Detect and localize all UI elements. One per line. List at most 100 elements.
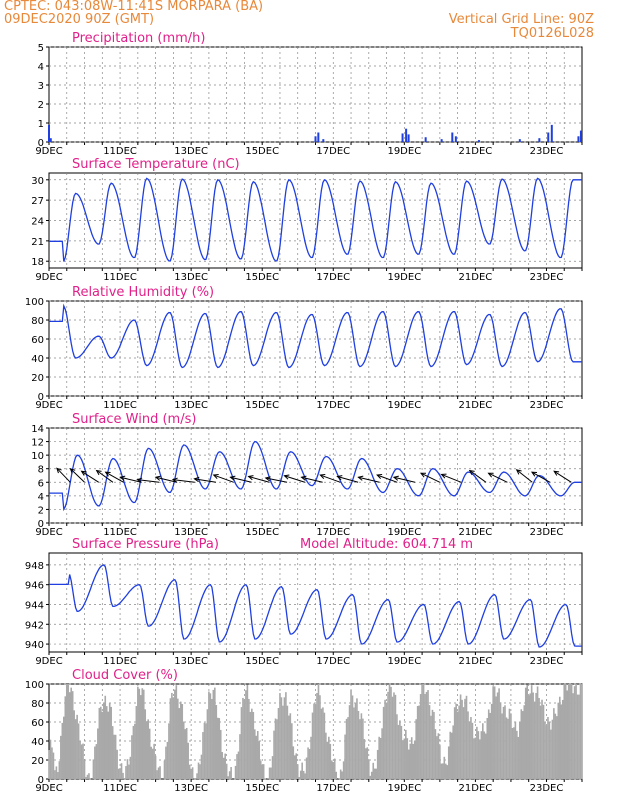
wind-arrow — [56, 467, 71, 483]
cloud-bar — [295, 753, 298, 779]
wind-arrow — [120, 476, 142, 483]
wind-arrow — [320, 474, 341, 483]
cloud-bar — [199, 764, 201, 779]
cloud-bar — [575, 684, 577, 779]
x-tick-label: 19DEC — [387, 656, 421, 667]
panel-annotation: Model Altitude: 604.714 m — [300, 537, 473, 552]
cloud-bar — [181, 703, 184, 779]
cloud-bar — [138, 688, 141, 779]
cloud-bar — [200, 754, 203, 779]
x-tick-label: 21DEC — [459, 783, 493, 794]
cloud-bar — [67, 684, 70, 779]
x-tick-label: 13DEC — [174, 400, 208, 411]
cloud-bar — [171, 692, 173, 779]
cloud-bar — [307, 747, 309, 779]
cloud-bar — [436, 736, 438, 779]
cloud-bar — [400, 725, 403, 779]
y-tick-label: 6 — [38, 478, 44, 489]
cloud-bar — [292, 746, 295, 779]
series-line — [49, 177, 582, 262]
wind-arrow — [531, 471, 551, 483]
cloud-bar — [255, 735, 258, 779]
cloud-bar — [276, 719, 278, 779]
cloud-bar — [141, 688, 144, 779]
cloud-bar — [378, 736, 380, 779]
cloud-bar — [368, 759, 370, 779]
y-tick-label: 14 — [31, 424, 44, 435]
wind-arrow-head — [104, 471, 111, 477]
cloud-bar — [108, 703, 111, 779]
cloud-bar — [360, 713, 363, 779]
wind-arrow-head — [419, 472, 427, 478]
cloud-bar — [446, 765, 449, 779]
y-tick-label: 20 — [31, 756, 44, 767]
cloud-bar — [92, 759, 95, 779]
panel-3: 0 20 40 60 80 100 9DEC 11DEC 13DEC 15DEC 17DEC 19DE… — [25, 285, 583, 411]
x-tick-label: 13DEC — [174, 272, 208, 283]
cloud-bar — [413, 740, 416, 779]
y-tick-label: 40 — [31, 737, 44, 748]
cloud-bar — [94, 746, 96, 779]
cloud-bar — [440, 763, 443, 779]
cloud-bar — [261, 764, 263, 779]
cloud-bar — [225, 763, 228, 779]
cloud-bar — [450, 732, 453, 779]
cloud-bar — [370, 771, 373, 779]
cloud-bar — [274, 718, 277, 779]
cloud-bar — [319, 695, 321, 779]
cloud-bar — [191, 767, 194, 779]
x-tick-label: 23DEC — [530, 527, 564, 538]
cloud-bar — [553, 708, 555, 779]
panel-6: 0 20 40 60 80 100 9DEC 11DEC 13DEC 15DEC 17DEC 19DE… — [25, 668, 583, 794]
cloud-bar — [177, 698, 179, 779]
y-tick-label: 1 — [38, 119, 44, 130]
cloud-bar — [482, 723, 484, 779]
y-tick-label: 4 — [38, 492, 44, 503]
cloud-bar — [283, 697, 286, 779]
run-timestamp: 09DEC2020 90Z (GMT) — [4, 12, 155, 27]
x-tick-label: 15DEC — [245, 783, 279, 794]
wind-arrow — [301, 476, 323, 483]
cloud-bar — [101, 711, 104, 779]
cloud-bar — [277, 708, 280, 779]
x-tick-label: 11DEC — [103, 656, 137, 667]
wind-arrow-head — [530, 471, 538, 477]
x-tick-label: 15DEC — [245, 272, 279, 283]
y-tick-label: 27 — [31, 196, 44, 207]
cloud-bar — [153, 743, 155, 779]
cloud-bar — [117, 768, 120, 779]
cloud-bar — [82, 743, 84, 779]
x-tick-label: 15DEC — [245, 656, 279, 667]
cloud-bar — [332, 762, 335, 779]
cloud-bar — [249, 711, 252, 779]
x-tick-label: 9DEC — [35, 656, 62, 667]
cloud-bar — [113, 734, 115, 779]
cloud-bar — [236, 754, 238, 779]
cloud-bar — [128, 764, 130, 779]
cloud-bar — [452, 725, 454, 779]
x-tick-label: 21DEC — [459, 146, 493, 157]
cloud-bar — [270, 767, 272, 779]
cloud-bar — [105, 706, 108, 779]
cloud-bar — [221, 752, 224, 779]
cloud-bar — [566, 690, 568, 779]
cloud-bar — [122, 772, 124, 779]
cloud-bar — [311, 712, 314, 779]
cloud-bar — [188, 764, 191, 779]
x-tick-label: 23DEC — [530, 656, 564, 667]
cloud-bar — [316, 693, 318, 779]
cloud-bar — [328, 736, 330, 779]
cloud-bar — [197, 762, 200, 779]
cloud-bar — [407, 749, 410, 779]
cloud-bar — [430, 715, 432, 779]
cloud-bar — [560, 704, 563, 779]
cloud-bar — [286, 705, 289, 779]
cloud-bar — [123, 778, 126, 779]
cloud-bar — [54, 770, 56, 779]
cloud-bar — [434, 729, 437, 779]
cloud-bar — [493, 686, 496, 779]
cloud-bar — [556, 716, 558, 779]
cloud-bar — [536, 686, 539, 779]
cloud-bar — [246, 684, 249, 779]
cloud-bar — [48, 750, 50, 779]
